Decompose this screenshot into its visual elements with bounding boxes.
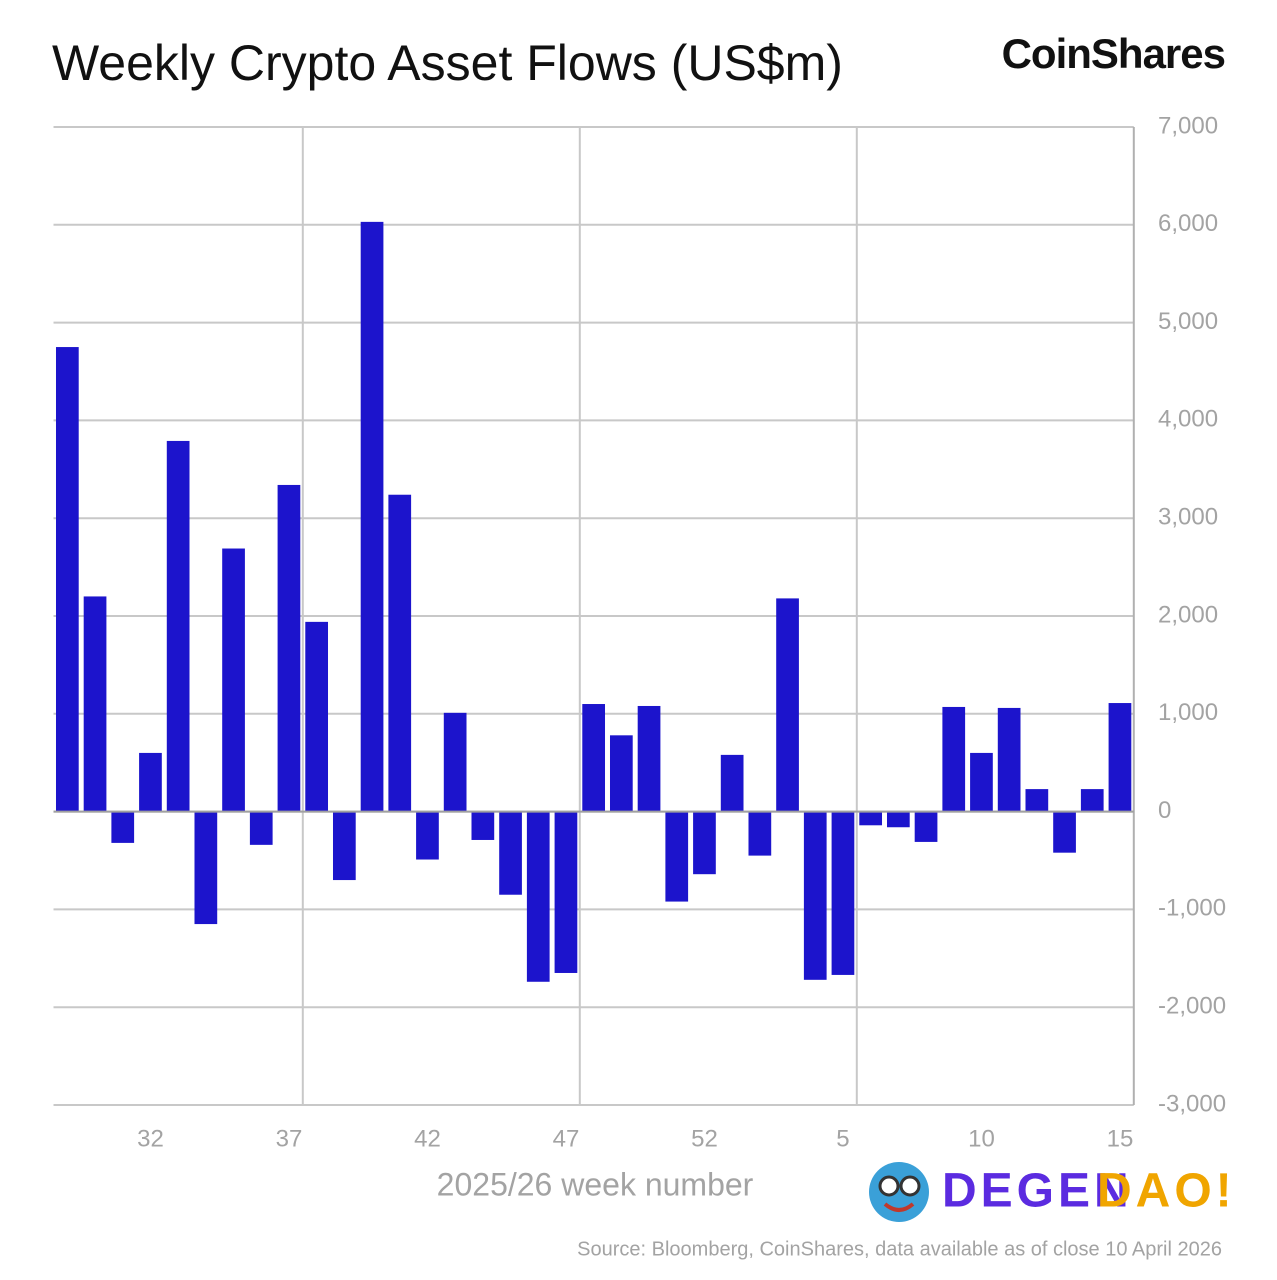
bar	[83, 596, 107, 812]
bar	[443, 712, 467, 812]
bar	[970, 752, 993, 812]
watermark-icon	[869, 1162, 929, 1222]
x-tick-label: 15	[1107, 1125, 1134, 1152]
bar	[277, 484, 301, 812]
y-tick-label: 3,000	[1158, 504, 1218, 531]
bar	[942, 706, 966, 812]
y-tick-label: 7,000	[1158, 112, 1218, 139]
bar	[111, 811, 135, 843]
x-tick-label: 42	[414, 1125, 441, 1152]
bar	[471, 811, 495, 840]
bar	[886, 811, 910, 828]
bar	[665, 811, 689, 902]
bar	[1080, 789, 1104, 812]
x-axis-title: 2025/26 week number	[437, 1166, 754, 1202]
bar	[388, 494, 412, 812]
bar	[360, 221, 384, 812]
bar	[609, 735, 633, 812]
bar	[859, 811, 883, 826]
y-tick-label: 6,000	[1158, 210, 1218, 237]
bar	[720, 754, 744, 812]
y-tick-label: 5,000	[1158, 308, 1218, 335]
watermark-icon-eye	[899, 1175, 921, 1197]
watermark-text: DAO!	[1097, 1165, 1236, 1218]
bar	[499, 811, 522, 895]
y-tick-label: 0	[1158, 797, 1171, 824]
bar	[166, 440, 190, 812]
bar	[914, 811, 938, 842]
bar	[831, 811, 855, 975]
y-tick-label: -2,000	[1158, 993, 1226, 1020]
x-tick-label: 32	[137, 1125, 164, 1152]
bar	[776, 598, 799, 812]
watermark-text: DEGEN	[942, 1165, 1133, 1218]
bar	[139, 752, 162, 812]
x-tick-label: 52	[691, 1125, 718, 1152]
bar	[748, 811, 772, 856]
x-tick-label: 10	[968, 1125, 995, 1152]
source-note: Source: Bloomberg, CoinShares, data avai…	[577, 1238, 1222, 1260]
bar	[997, 707, 1021, 812]
bar	[693, 811, 716, 875]
y-tick-label: -3,000	[1158, 1090, 1226, 1117]
y-tick-label: -1,000	[1158, 895, 1226, 922]
bar	[416, 811, 439, 860]
y-tick-label: 4,000	[1158, 406, 1218, 433]
bar	[194, 811, 218, 925]
bar	[305, 621, 329, 812]
bar	[582, 704, 606, 812]
bar	[332, 811, 356, 881]
y-tick-label: 1,000	[1158, 699, 1218, 726]
brand-logo: CoinShares	[1002, 30, 1225, 77]
bar	[249, 811, 273, 845]
bar	[1025, 789, 1049, 812]
bar	[637, 705, 661, 812]
y-tick-label: 2,000	[1158, 601, 1218, 628]
bar	[222, 548, 245, 812]
bar	[1053, 811, 1076, 853]
x-tick-label: 37	[276, 1125, 303, 1152]
bar	[55, 347, 79, 812]
watermark-icon-eye	[878, 1175, 900, 1197]
x-tick-label: 5	[836, 1125, 849, 1152]
bar	[554, 811, 578, 973]
bar	[526, 811, 550, 982]
x-tick-label: 47	[553, 1125, 580, 1152]
watermark-icon-mouth	[883, 1202, 915, 1212]
bar	[803, 811, 827, 980]
chart-title: Weekly Crypto Asset Flows (US$m)	[52, 35, 843, 91]
bar	[1108, 703, 1132, 812]
watermark-icon-bg	[869, 1162, 929, 1222]
